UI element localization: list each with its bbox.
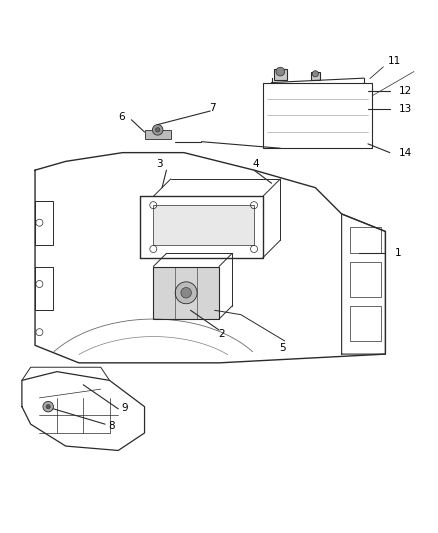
- Text: 2: 2: [218, 329, 225, 340]
- Bar: [350, 262, 381, 297]
- Bar: [145, 130, 171, 139]
- Bar: [274, 69, 287, 80]
- Text: 9: 9: [121, 402, 128, 413]
- Circle shape: [181, 287, 191, 298]
- Text: 12: 12: [399, 86, 412, 96]
- Circle shape: [46, 405, 50, 409]
- Bar: [311, 71, 320, 80]
- Circle shape: [175, 282, 197, 304]
- Text: 1: 1: [395, 248, 402, 259]
- Circle shape: [276, 67, 285, 76]
- Text: 4: 4: [253, 159, 260, 168]
- Text: 13: 13: [399, 104, 412, 114]
- Bar: [153, 266, 219, 319]
- Text: 8: 8: [108, 422, 115, 431]
- Circle shape: [312, 71, 318, 77]
- Circle shape: [152, 125, 163, 135]
- Text: 11: 11: [388, 55, 401, 66]
- Text: 3: 3: [156, 159, 163, 168]
- Bar: [153, 205, 254, 245]
- Bar: [350, 306, 381, 341]
- Text: 5: 5: [279, 343, 286, 352]
- Bar: [350, 227, 381, 253]
- Circle shape: [43, 401, 53, 412]
- Text: 7: 7: [209, 103, 216, 113]
- Text: 14: 14: [399, 148, 412, 158]
- Circle shape: [155, 128, 160, 132]
- Text: 6: 6: [118, 112, 125, 122]
